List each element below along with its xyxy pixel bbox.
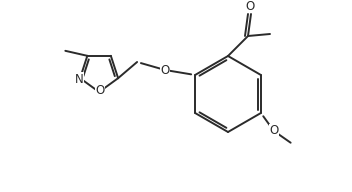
Text: O: O xyxy=(269,124,278,137)
Text: O: O xyxy=(245,0,254,12)
Text: O: O xyxy=(161,64,170,76)
Text: N: N xyxy=(75,73,83,86)
Text: O: O xyxy=(95,84,105,98)
